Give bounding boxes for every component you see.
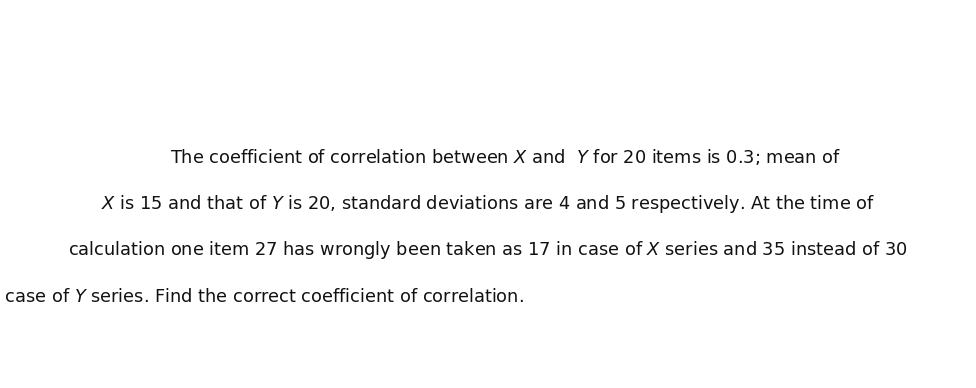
Text: calculation one item 27 has wrongly been taken as 17 in case of $\it{X}$ series : calculation one item 27 has wrongly been… (68, 239, 908, 261)
Text: The coefficient of correlation between $\it{X}$ and  $\it{Y}$ for 20 items is 0.: The coefficient of correlation between $… (170, 147, 841, 167)
Text: in case of $\it{Y}$ series. Find the correct coefficient of correlation.: in case of $\it{Y}$ series. Find the cor… (0, 288, 524, 306)
Text: $\it{X}$ is 15 and that of $\it{Y}$ is 20, standard deviations are 4 and 5 respe: $\it{X}$ is 15 and that of $\it{Y}$ is 2… (101, 193, 875, 215)
